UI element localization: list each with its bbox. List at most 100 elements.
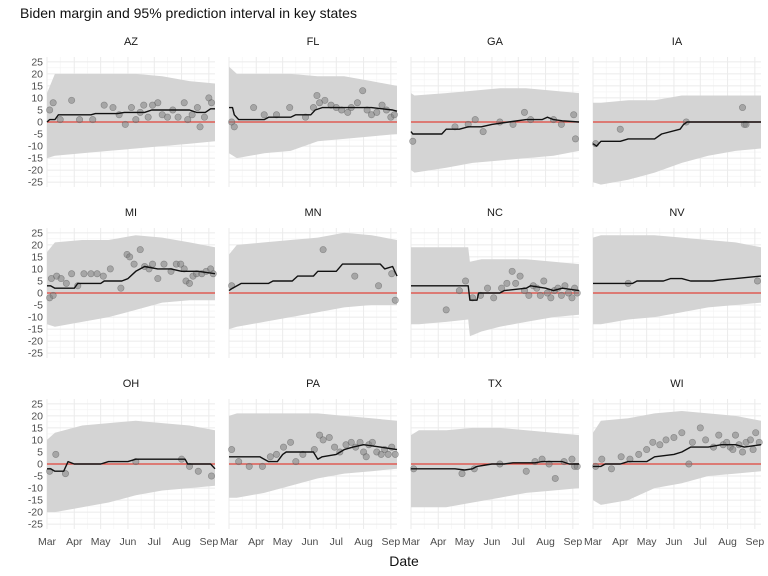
y-tick-label: 10: [31, 92, 43, 104]
x-tick-label: Apr: [612, 536, 629, 548]
poll-point: [61, 470, 69, 478]
margin-line: [46, 108, 215, 123]
x-tick-label: Jul: [694, 536, 707, 548]
prediction-band: [411, 247, 579, 337]
poll-point: [174, 113, 182, 121]
poll-point: [442, 306, 450, 314]
poll-point: [185, 279, 193, 287]
prediction-band: [593, 235, 761, 325]
margin-line: [410, 116, 580, 135]
x-tick-label: Sep: [381, 536, 400, 548]
y-tick-label: 10: [31, 263, 43, 275]
panel-pa: PA Mar Apr May Jun Jul Aug Sep: [220, 378, 400, 548]
poll-point: [715, 431, 723, 439]
panel-label: OH: [123, 378, 140, 390]
poll-point: [536, 291, 544, 299]
x-tick-label: Jul: [512, 536, 525, 548]
y-tick-label: 15: [31, 80, 43, 92]
poll-point: [545, 460, 553, 468]
poll-point: [368, 438, 376, 446]
poll-point: [89, 116, 97, 124]
poll-point: [258, 462, 266, 470]
panel-label: NV: [669, 207, 685, 219]
poll-point: [52, 450, 60, 458]
poll-point: [193, 104, 201, 112]
poll-point: [331, 443, 339, 451]
poll-point: [292, 458, 300, 466]
poll-point: [68, 270, 76, 278]
x-tick-label: Jul: [330, 536, 343, 548]
poll-point: [557, 120, 565, 128]
y-tick-label: -15: [28, 495, 43, 507]
poll-point: [375, 282, 383, 290]
panel-mn: MN: [228, 207, 399, 358]
y-tick-label: 15: [31, 422, 43, 434]
poll-point: [512, 279, 520, 287]
x-tick-label: Apr: [430, 536, 447, 548]
poll-point: [177, 260, 185, 268]
poll-point: [484, 284, 492, 292]
poll-point: [749, 446, 757, 454]
x-tick-label: Sep: [199, 536, 218, 548]
poll-point: [643, 446, 651, 454]
poll-point: [516, 272, 524, 280]
poll-point: [140, 101, 148, 109]
x-tick-label: Mar: [584, 536, 603, 548]
y-tick-label: 5: [37, 104, 43, 116]
poll-point: [384, 450, 392, 458]
poll-point: [347, 438, 355, 446]
poll-point: [490, 294, 498, 302]
poll-point: [702, 436, 710, 444]
poll-point: [260, 111, 268, 119]
poll-point: [568, 294, 576, 302]
panel-label: NC: [487, 207, 503, 219]
panel-label: PA: [306, 378, 321, 390]
poll-point: [742, 120, 750, 128]
y-tick-label: -15: [28, 324, 43, 336]
margin-line: [592, 121, 761, 147]
y-tick-label: -20: [28, 165, 43, 177]
poll-point: [739, 104, 747, 112]
poll-point: [154, 275, 162, 283]
poll-point: [250, 104, 258, 112]
poll-point: [471, 116, 479, 124]
poll-point: [136, 246, 144, 254]
poll-point: [185, 462, 193, 470]
y-tick-label: 0: [37, 288, 43, 300]
poll-point: [731, 431, 739, 439]
poll-point: [568, 455, 576, 463]
poll-point: [570, 111, 578, 119]
x-tick-label: May: [637, 536, 658, 548]
poll-point: [280, 443, 288, 451]
poll-point: [164, 113, 172, 121]
y-tick-label: -5: [34, 300, 43, 312]
poll-point: [635, 450, 643, 458]
margin-line: [411, 285, 580, 301]
x-tick-label: Apr: [248, 536, 265, 548]
x-tick-label: Aug: [172, 536, 191, 548]
poll-point: [455, 287, 463, 295]
margin-line: [47, 265, 216, 289]
panel-tx: TX Mar Apr May Jun Jul Aug Sep: [402, 378, 582, 548]
poll-point: [479, 128, 487, 136]
poll-point: [607, 465, 615, 473]
x-tick-label: May: [91, 536, 112, 548]
poll-point: [99, 272, 107, 280]
poll-point: [538, 455, 546, 463]
y-tick-label: 5: [37, 446, 43, 458]
poll-point: [752, 429, 760, 437]
poll-point: [464, 120, 472, 128]
panel-fl: FL: [228, 36, 398, 187]
poll-point: [127, 104, 135, 112]
x-tick-label: Jun: [483, 536, 500, 548]
x-axis-title: Date: [389, 553, 419, 569]
poll-point: [688, 438, 696, 446]
poll-point: [93, 270, 101, 278]
x-tick-label: Jun: [119, 536, 136, 548]
poll-point: [649, 438, 657, 446]
y-tick-label: -20: [28, 336, 43, 348]
margin-line: [229, 106, 398, 121]
